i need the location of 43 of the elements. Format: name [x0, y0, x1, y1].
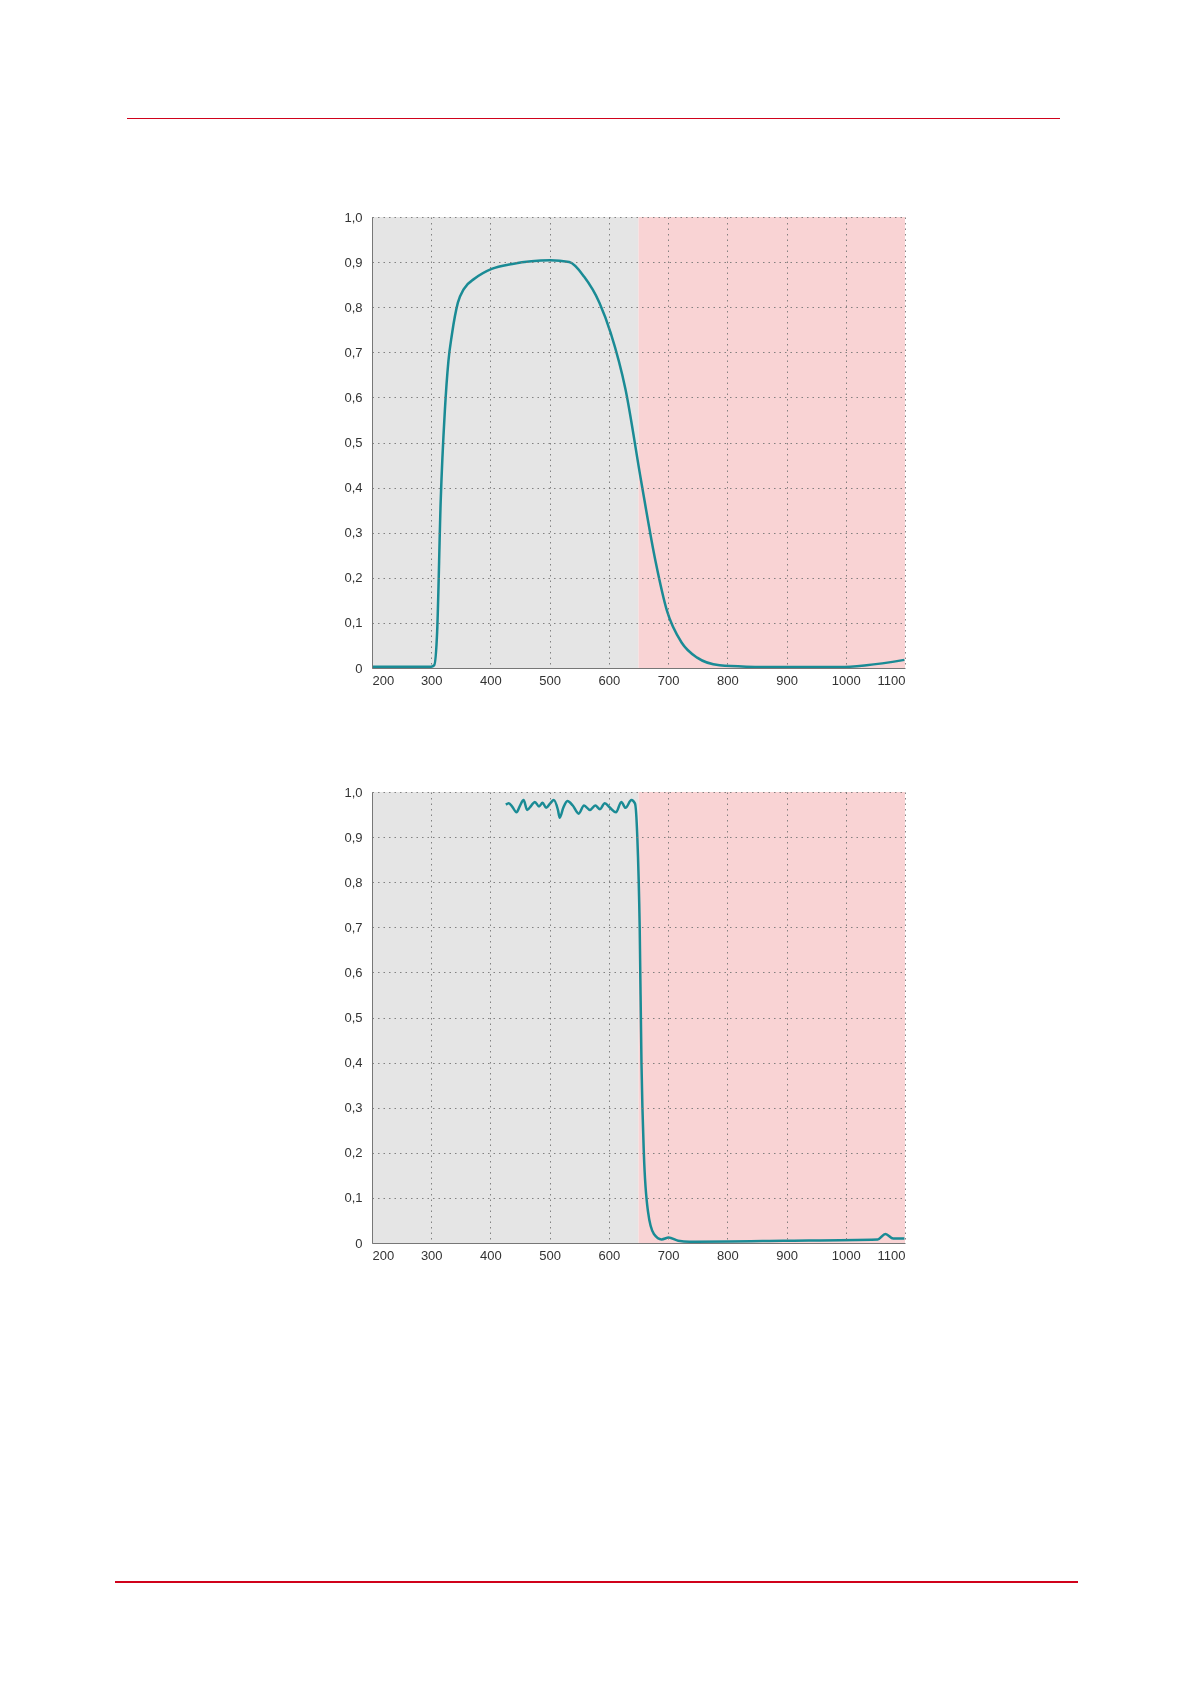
line-series	[504, 798, 905, 1243]
x-tick-label: 600	[598, 1247, 621, 1263]
x-tick-label: 400	[480, 672, 502, 688]
y-tick-label: 0	[355, 1235, 363, 1251]
x-tick-label: 200	[372, 1247, 395, 1263]
x-tick-label: 400	[480, 1247, 502, 1263]
x-tick-label: 800	[716, 672, 739, 688]
y-tick-label: 0,5	[344, 435, 363, 450]
y-tick-label: 0,2	[344, 570, 363, 586]
y-tick-label: 0,9	[344, 829, 363, 845]
y-tick-label: 0,4	[344, 1055, 363, 1071]
x-tick-label: 800	[716, 1247, 739, 1263]
y-tick-label: 0,7	[344, 344, 363, 360]
x-tick-label: 700	[657, 1247, 680, 1263]
y-tick-label: 1,0	[344, 209, 363, 225]
x-tick-label: 300	[420, 1247, 443, 1263]
y-tick-label: 0,9	[344, 254, 363, 270]
y-tick-label: 0,3	[344, 1100, 363, 1116]
x-tick-label: 300	[420, 672, 443, 688]
x-tick-label: 600	[598, 672, 621, 688]
x-tick-label: 200	[372, 672, 395, 688]
x-tick-label: 900	[776, 1247, 798, 1263]
y-tick-label: 0,1	[344, 1190, 363, 1206]
x-tick-label: 1100	[877, 672, 906, 688]
x-tick-label: 500	[539, 1247, 562, 1263]
y-tick-label: 0,1	[344, 615, 363, 631]
y-tick-label: 0,2	[344, 1145, 363, 1161]
y-tick-label: 0,3	[344, 525, 363, 541]
y-tick-label: 0,6	[344, 389, 363, 405]
x-tick-label: 1100	[877, 1247, 906, 1263]
y-tick-label: 1,0	[344, 784, 363, 800]
y-tick-label: 0,5	[344, 1010, 363, 1025]
x-tick-label: 1000	[831, 672, 861, 688]
x-tick-label: 700	[657, 672, 680, 688]
y-tick-label: 0,8	[344, 299, 363, 315]
x-tick-label: 1000	[831, 1247, 861, 1263]
y-tick-label: 0,7	[344, 919, 363, 935]
y-tick-label: 0,6	[344, 964, 363, 980]
x-tick-label: 900	[776, 672, 798, 688]
y-tick-label: 0,4	[344, 480, 363, 496]
y-tick-label: 0	[355, 660, 363, 676]
x-tick-label: 500	[539, 672, 562, 688]
y-tick-label: 0,8	[344, 874, 363, 890]
